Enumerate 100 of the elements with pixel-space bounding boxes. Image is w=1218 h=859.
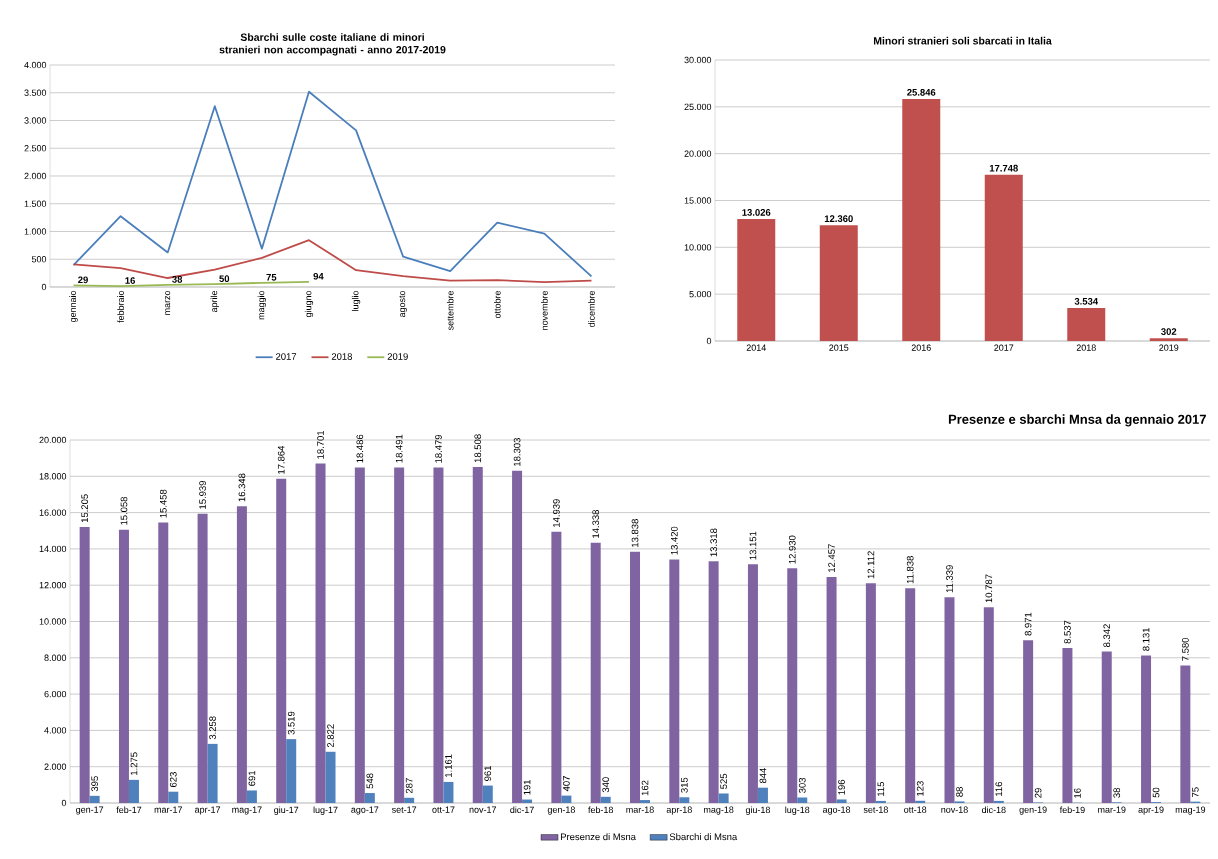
bar [512, 470, 523, 803]
data-label: 88 [956, 787, 963, 797]
data-label: 13.318 [710, 528, 717, 557]
x-tick-label: apr-18 [666, 806, 692, 815]
bar [315, 463, 326, 803]
x-tick-label: giugno [304, 290, 314, 318]
data-label: 14.939 [553, 499, 560, 527]
y-tick-label: 1.000 [24, 228, 47, 235]
data-label: 12.112 [867, 551, 875, 579]
data-label: 38 [172, 275, 183, 283]
data-label: 3.534 [1074, 297, 1099, 305]
data-label: 12.360 [824, 215, 853, 223]
bar [325, 751, 336, 803]
data-label: 13.420 [670, 526, 678, 555]
y-tick-label: 0 [41, 283, 47, 291]
data-label: 623 [169, 772, 177, 788]
bar [640, 800, 651, 803]
x-tick-label: gen-19 [1019, 806, 1047, 815]
y-tick-label: 0 [61, 799, 67, 807]
y-tick-label: 10.000 [39, 618, 67, 625]
bar [1062, 648, 1073, 803]
chart-title: Sbarchi sulle coste italiane di minori stranieri non accompagnati - anno 2017-2019 [219, 33, 446, 56]
x-tick-label: mag-18 [704, 806, 734, 815]
data-label: 17.864 [277, 445, 285, 474]
bar [737, 218, 776, 341]
bar [797, 797, 808, 803]
bar [787, 568, 798, 803]
data-label: 16.348 [238, 473, 246, 502]
data-label: 16 [1074, 788, 1081, 798]
data-label: 115 [877, 782, 885, 796]
x-tick-label: febbraio [117, 290, 124, 323]
chart-title: Minori stranieri soli sbarcati in Italia [873, 36, 1052, 45]
bar [826, 576, 837, 803]
x-tick-label: mar-17 [154, 806, 183, 813]
data-label: 116 [995, 782, 1003, 796]
x-tick-label: gennaio [69, 290, 78, 323]
data-label: 8.131 [1142, 628, 1150, 651]
data-label: 395 [91, 776, 99, 792]
bar [1149, 338, 1188, 341]
x-tick-label: gen-17 [76, 806, 104, 815]
bar [600, 796, 611, 803]
bar [718, 793, 729, 803]
bar [708, 561, 719, 803]
data-label: 15.205 [81, 494, 89, 523]
legend-label: Sbarchi di Msna [669, 833, 738, 841]
bar [404, 797, 415, 803]
x-tick-label: ottobre [494, 290, 501, 319]
data-label: 14.338 [592, 510, 600, 538]
x-tick-label: novembre [541, 290, 548, 330]
data-label: 287 [405, 778, 413, 794]
bar [561, 795, 572, 803]
data-label: 407 [563, 776, 570, 792]
y-tick-label: 25.000 [684, 103, 712, 111]
bar [902, 98, 941, 341]
bar [993, 800, 1004, 803]
bar [276, 478, 287, 803]
bar [236, 506, 247, 803]
x-tick-label: ago-18 [822, 806, 851, 815]
y-tick-label: 30.000 [684, 56, 712, 64]
legend-label: Presenze di Msna [560, 833, 636, 841]
data-label: 94 [313, 272, 324, 280]
bar [168, 791, 179, 803]
data-label: 15.058 [120, 496, 128, 525]
data-label: 10.787 [985, 574, 993, 603]
bar [89, 795, 100, 803]
x-tick-label: 2018 [1076, 344, 1096, 351]
x-tick-label: set-17 [391, 806, 417, 813]
bar [354, 467, 365, 803]
data-label: 18.508 [474, 434, 482, 463]
x-tick-label: feb-17 [116, 806, 142, 814]
bar [551, 531, 562, 803]
x-tick-label: mar-19 [1098, 806, 1126, 813]
data-label: 13.026 [742, 209, 771, 216]
data-label: 29 [1034, 788, 1042, 798]
x-tick-label: dic-18 [981, 806, 1006, 814]
data-label: 340 [602, 777, 610, 793]
data-label: 18.303 [513, 438, 521, 466]
y-tick-label: 4.000 [44, 727, 67, 734]
bar [875, 800, 886, 803]
x-tick-label: ott-17 [432, 806, 455, 813]
bar [472, 467, 483, 803]
data-label: 525 [720, 773, 727, 789]
data-label: 961 [484, 766, 492, 781]
bar [983, 607, 994, 803]
data-label: 12.930 [788, 535, 796, 564]
bar [747, 564, 758, 803]
data-label: 8.971 [1024, 612, 1032, 636]
x-tick-label: 2019 [1159, 344, 1179, 351]
bar [286, 739, 297, 803]
y-tick-label: 0 [706, 337, 712, 345]
x-tick-label: nov-17 [469, 806, 497, 813]
data-label: 3.519 [287, 711, 295, 735]
bar [669, 559, 680, 803]
bar [1067, 307, 1106, 341]
bar [915, 800, 926, 803]
data-label: 7.580 [1182, 637, 1189, 661]
x-tick-label: apr-17 [195, 806, 221, 815]
data-label: 844 [759, 767, 767, 784]
legend-label: 2018 [331, 353, 353, 360]
data-label: 15.939 [199, 481, 206, 509]
